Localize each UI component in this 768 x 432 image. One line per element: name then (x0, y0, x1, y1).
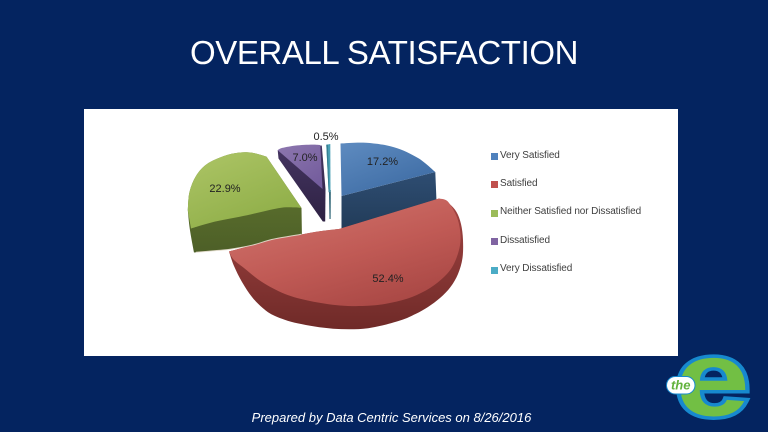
svg-text:e: e (675, 346, 750, 432)
svg-text:the: the (671, 378, 691, 393)
